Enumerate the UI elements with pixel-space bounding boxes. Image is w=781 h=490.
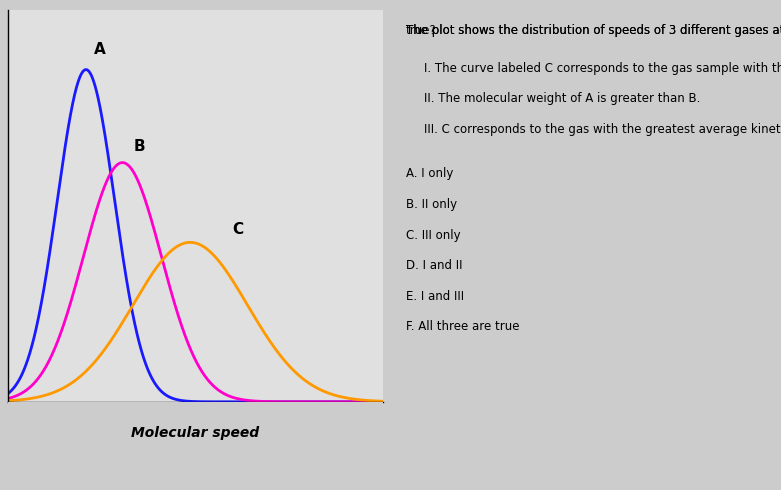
Text: The plot shows the distribution of speeds of 3 different gases at the same tempe: The plot shows the distribution of speed… — [405, 24, 781, 37]
Text: A. I only: A. I only — [405, 168, 453, 180]
Text: III. C corresponds to the gas with the greatest average kinetic energy.: III. C corresponds to the gas with the g… — [424, 122, 781, 136]
Text: C: C — [232, 221, 243, 237]
Text: II. The molecular weight of A is greater than B.: II. The molecular weight of A is greater… — [424, 92, 701, 105]
Text: I. The curve labeled C corresponds to the gas sample with the greatest average s: I. The curve labeled C corresponds to th… — [424, 62, 781, 74]
Text: C. III only: C. III only — [405, 228, 460, 242]
Text: B: B — [134, 139, 145, 153]
Text: F. All three are true: F. All three are true — [405, 320, 519, 333]
Text: The plot shows the distribution of speeds of 3 different gases at the same tempe: The plot shows the distribution of speed… — [405, 24, 781, 37]
Text: Molecular speed: Molecular speed — [131, 426, 259, 440]
Text: true?: true? — [405, 24, 437, 37]
Text: The plot shows the distribution of speeds of 3 different gases at the same tempe: The plot shows the distribution of speed… — [405, 24, 781, 37]
Text: E. I and III: E. I and III — [405, 290, 464, 303]
Text: A: A — [94, 42, 105, 57]
Text: B. II only: B. II only — [405, 198, 457, 211]
Text: D. I and II: D. I and II — [405, 259, 462, 272]
Y-axis label: Fraction of molecules: Fraction of molecules — [0, 143, 4, 269]
